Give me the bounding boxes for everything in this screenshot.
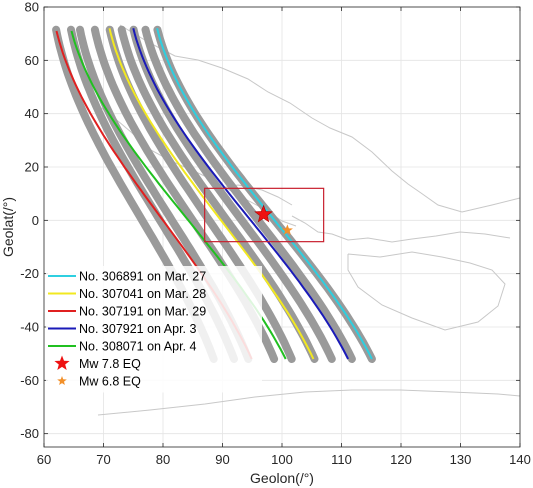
y-tick-label: -60 xyxy=(20,373,39,388)
y-tick-label: 20 xyxy=(25,160,39,175)
y-tick-label: -80 xyxy=(20,426,39,441)
coastline-path xyxy=(97,389,521,416)
orbit-track xyxy=(105,25,296,363)
legend-label: Mw 6.8 EQ xyxy=(79,375,141,389)
coastline-path xyxy=(291,215,511,243)
x-tick-label: 140 xyxy=(509,452,531,467)
legend-label: No. 308071 on Apr. 4 xyxy=(79,340,197,354)
coastline-path xyxy=(347,251,506,331)
axis-ticks: 60 70 80 90 100 110 120 130 140 -80 -60 -40 -20 0 20 40… xyxy=(20,0,531,467)
legend-label: No. 307191 on Mar. 29 xyxy=(79,305,206,319)
earthquake-star xyxy=(281,224,293,235)
y-tick-label: 0 xyxy=(32,213,39,228)
y-tick-label: 80 xyxy=(25,0,39,15)
x-tick-label: 80 xyxy=(156,452,170,467)
legend-background xyxy=(46,266,262,393)
orbit-track xyxy=(117,25,319,363)
study-area-box xyxy=(204,187,325,243)
legend-label: Mw 7.8 EQ xyxy=(79,357,141,371)
legend-label: No. 307041 on Mar. 28 xyxy=(79,287,206,301)
coastlines xyxy=(95,24,521,416)
legend-star xyxy=(54,355,70,370)
y-tick-label: -20 xyxy=(20,266,39,281)
x-tick-label: 90 xyxy=(215,452,229,467)
x-tick-label: 60 xyxy=(37,452,51,467)
legend-label: No. 306891 on Mar. 27 xyxy=(79,270,206,284)
x-axis-label: Geolon(/°) xyxy=(250,470,314,486)
series-line xyxy=(108,28,315,360)
series-line xyxy=(132,28,349,360)
earthquake-markers xyxy=(254,204,293,235)
series-line xyxy=(156,28,373,360)
y-tick-label: 40 xyxy=(25,106,39,121)
x-tick-label: 120 xyxy=(390,452,412,467)
orbit-track xyxy=(129,25,336,363)
coastline-path xyxy=(119,24,521,213)
earthquake-star xyxy=(254,204,273,223)
legend-star xyxy=(57,376,67,385)
y-tick-label: -40 xyxy=(20,320,39,335)
legend-label: No. 307921 on Apr. 3 xyxy=(79,322,197,336)
orbit-track xyxy=(141,25,356,363)
x-tick-label: 110 xyxy=(331,452,352,467)
x-tick-label: 70 xyxy=(96,452,110,467)
x-tick-label: 100 xyxy=(271,452,293,467)
x-tick-label: 130 xyxy=(450,452,472,467)
y-axis-label: Geolat(/°) xyxy=(0,197,16,257)
y-tick-label: 60 xyxy=(25,53,39,68)
legend: No. 306891 on Mar. 27 No. 307041 on Mar. … xyxy=(46,266,262,393)
